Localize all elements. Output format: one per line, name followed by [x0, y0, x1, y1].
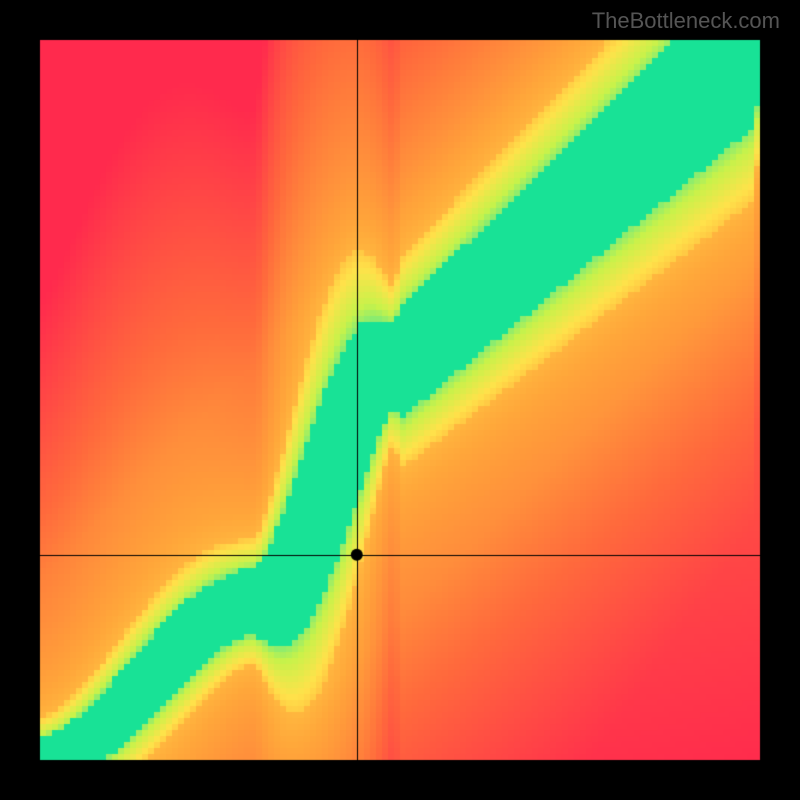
watermark-text: TheBottleneck.com	[592, 8, 780, 34]
heatmap-chart	[0, 0, 800, 800]
